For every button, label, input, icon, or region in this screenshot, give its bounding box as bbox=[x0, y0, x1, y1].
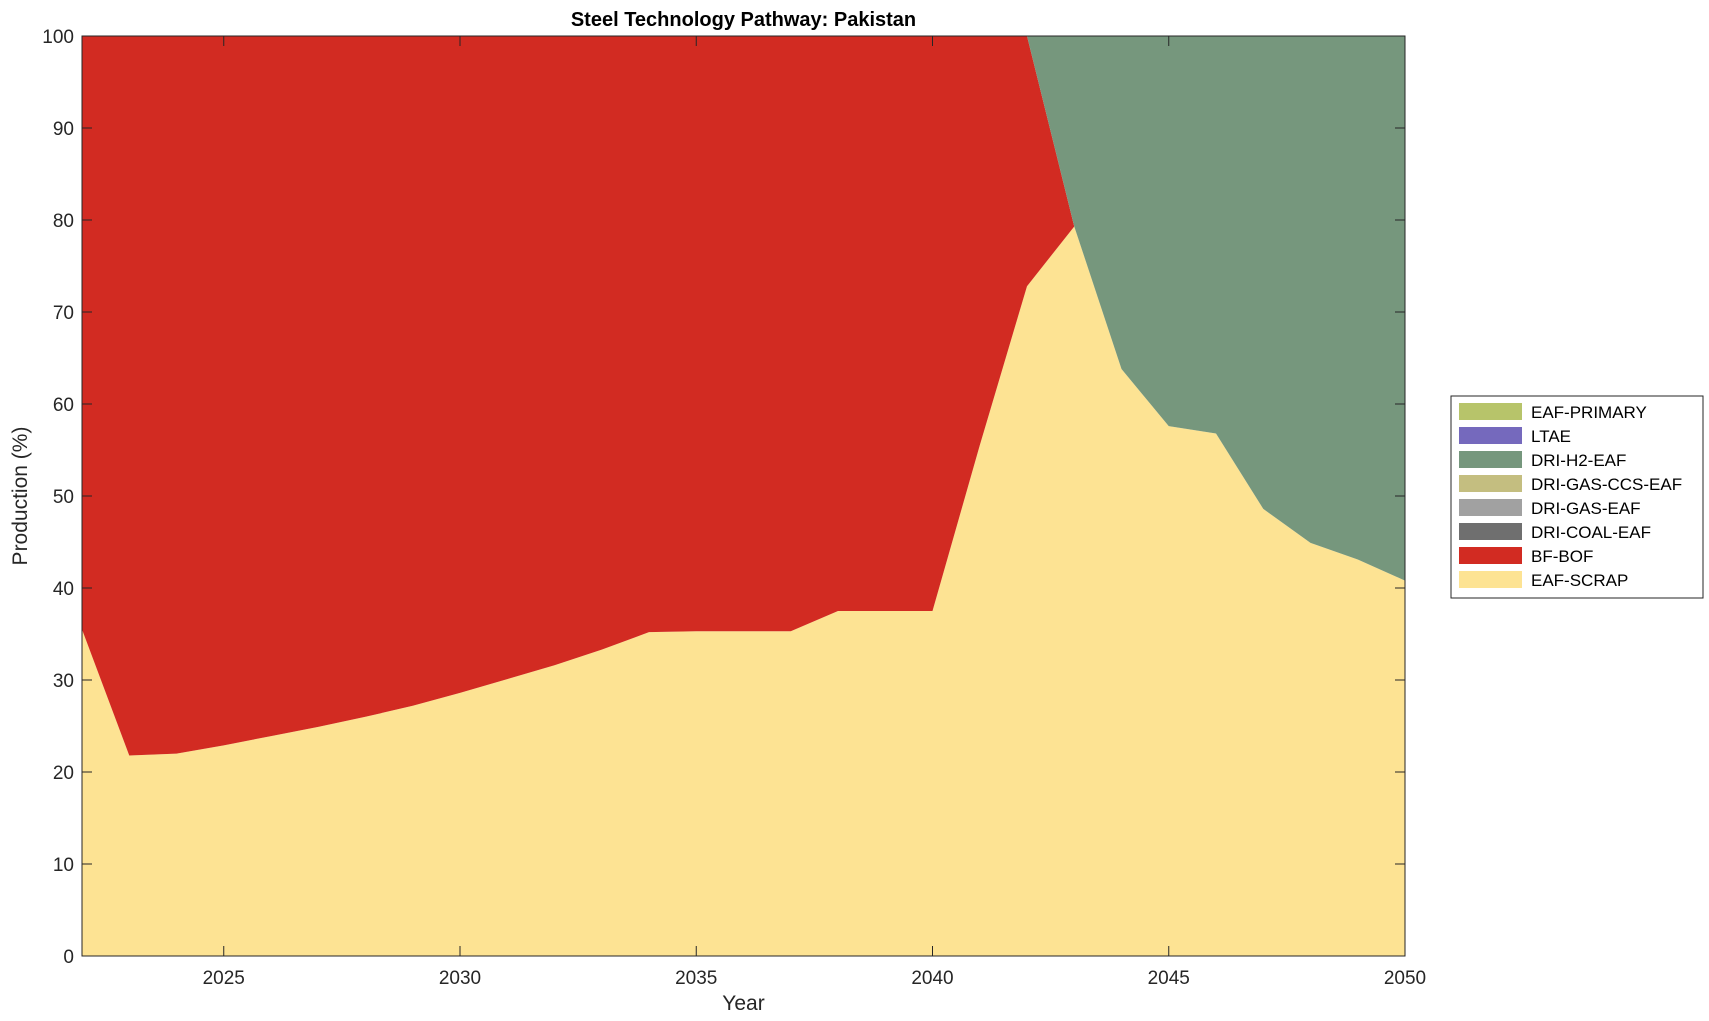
x-axis-label: Year bbox=[722, 992, 764, 1015]
area-dri-h2-eaf bbox=[82, 36, 1405, 581]
legend-label-eaf-primary: EAF-PRIMARY bbox=[1531, 403, 1647, 422]
x-tick-label: 2050 bbox=[1384, 968, 1426, 989]
y-tick-label: 90 bbox=[53, 119, 74, 140]
legend-label-bf-bof: BF-BOF bbox=[1531, 547, 1593, 566]
x-tick-label: 2035 bbox=[675, 968, 717, 989]
y-axis-label: Production (%) bbox=[9, 427, 32, 566]
legend-label-dri-gas-ccs-eaf: DRI-GAS-CCS-EAF bbox=[1531, 475, 1682, 494]
legend-swatch-dri-h2-eaf bbox=[1459, 451, 1522, 468]
y-axis: 0 10 20 30 40 50 60 70 80 90 100 bbox=[42, 27, 1405, 968]
y-tick-label: 50 bbox=[53, 487, 74, 508]
x-axis: 2025 2030 2035 2040 2045 2050 bbox=[203, 36, 1426, 989]
y-tick-label: 80 bbox=[53, 211, 74, 232]
legend-label-eaf-scrap: EAF-SCRAP bbox=[1531, 571, 1628, 590]
legend-swatch-dri-coal-eaf bbox=[1459, 523, 1522, 540]
y-tick-label: 10 bbox=[53, 855, 74, 876]
legend-swatch-dri-gas-ccs-eaf bbox=[1459, 475, 1522, 492]
area-bf-bof bbox=[82, 36, 1405, 756]
y-tick-label: 60 bbox=[53, 395, 74, 416]
y-tick-label: 30 bbox=[53, 671, 74, 692]
y-tick-label: 100 bbox=[42, 27, 74, 48]
x-tick-label: 2040 bbox=[911, 968, 953, 989]
legend-swatch-eaf-scrap bbox=[1459, 571, 1522, 588]
area-eaf-scrap bbox=[82, 226, 1405, 956]
y-tick-label: 20 bbox=[53, 763, 74, 784]
y-tick-label: 0 bbox=[63, 947, 74, 968]
legend-label-ltae: LTAE bbox=[1531, 427, 1571, 446]
legend-swatch-dri-gas-eaf bbox=[1459, 499, 1522, 516]
legend: EAF-PRIMARY LTAE DRI-H2-EAF DRI-GAS-CCS-EAF… bbox=[1450, 395, 1704, 599]
chart-title: Steel Technology Pathway: Pakistan bbox=[571, 9, 916, 31]
legend-label-dri-coal-eaf: DRI-COAL-EAF bbox=[1531, 523, 1651, 542]
x-tick-label: 2025 bbox=[203, 968, 245, 989]
legend-box bbox=[1450, 395, 1704, 599]
x-tick-label: 2045 bbox=[1148, 968, 1190, 989]
y-tick-label: 40 bbox=[53, 579, 74, 600]
legend-swatch-ltae bbox=[1459, 427, 1522, 444]
legend-swatch-eaf-primary bbox=[1459, 403, 1522, 420]
y-tick-label: 70 bbox=[53, 303, 74, 324]
legend-label-dri-h2-eaf: DRI-H2-EAF bbox=[1531, 451, 1626, 470]
x-tick-label: 2030 bbox=[439, 968, 481, 989]
legend-label-dri-gas-eaf: DRI-GAS-EAF bbox=[1531, 499, 1641, 518]
legend-swatch-bf-bof bbox=[1459, 547, 1522, 564]
area-series-group bbox=[82, 36, 1405, 956]
